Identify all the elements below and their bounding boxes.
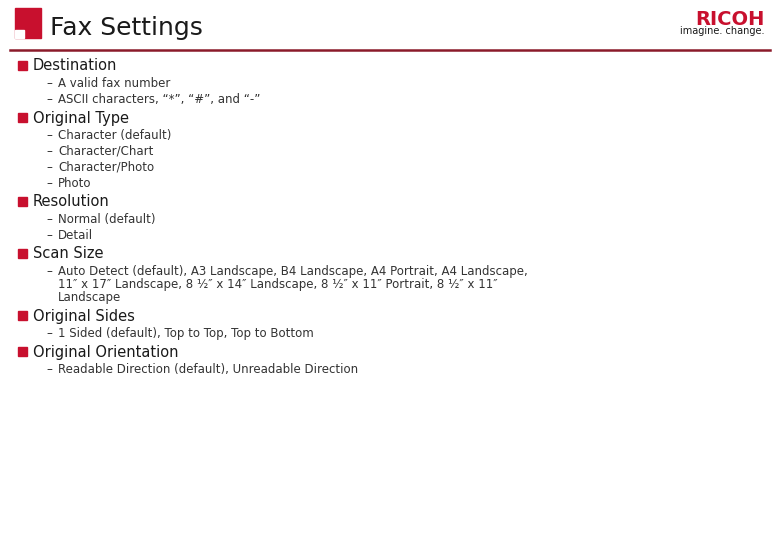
Text: Scan Size: Scan Size	[33, 246, 104, 261]
Text: –: –	[46, 265, 52, 278]
Bar	[15, 30, 24, 38]
Text: Readable Direction (default), Unreadable Direction: Readable Direction (default), Unreadable…	[58, 363, 358, 376]
Text: 1 Sided (default), Top to Top, Top to Bottom: 1 Sided (default), Top to Top, Top to Bo…	[58, 327, 314, 340]
Text: –: –	[46, 161, 52, 174]
Text: –: –	[46, 145, 52, 158]
Text: Detail: Detail	[58, 229, 93, 242]
Text: Auto Detect (default), A3 Landscape, B4 Landscape, A4 Portrait, A4 Landscape,: Auto Detect (default), A3 Landscape, B4 …	[58, 265, 528, 278]
Text: –: –	[46, 363, 52, 376]
Bar	[18, 311, 27, 320]
Text: –: –	[46, 213, 52, 226]
Text: –: –	[46, 93, 52, 106]
Text: Resolution: Resolution	[33, 194, 110, 210]
Text: Character/Photo: Character/Photo	[58, 161, 154, 174]
Bar	[18, 61, 27, 70]
Text: –: –	[46, 77, 52, 90]
Text: Destination: Destination	[33, 58, 117, 73]
Text: A valid fax number: A valid fax number	[58, 77, 170, 90]
Text: ASCII characters, “*”, “#”, and “-”: ASCII characters, “*”, “#”, and “-”	[58, 93, 261, 106]
Text: RICOH: RICOH	[696, 10, 765, 29]
Bar	[18, 249, 27, 258]
Bar	[18, 197, 27, 206]
Text: Landscape: Landscape	[58, 291, 121, 304]
Text: imagine. change.: imagine. change.	[680, 26, 765, 36]
Text: –: –	[46, 177, 52, 190]
Text: –: –	[46, 129, 52, 142]
Text: –: –	[46, 229, 52, 242]
Text: Original Orientation: Original Orientation	[33, 345, 179, 360]
Text: 11″ x 17″ Landscape, 8 ½″ x 14″ Landscape, 8 ½″ x 11″ Portrait, 8 ½″ x 11″: 11″ x 17″ Landscape, 8 ½″ x 14″ Landscap…	[58, 278, 498, 291]
Text: Original Sides: Original Sides	[33, 308, 135, 323]
Text: Original Type: Original Type	[33, 111, 129, 125]
Text: Photo: Photo	[58, 177, 91, 190]
Text: Character (default): Character (default)	[58, 129, 172, 142]
Bar	[18, 347, 27, 356]
Bar	[18, 113, 27, 122]
Text: Character/Chart: Character/Chart	[58, 145, 154, 158]
Text: Fax Settings: Fax Settings	[50, 16, 203, 40]
Text: Normal (default): Normal (default)	[58, 213, 155, 226]
Bar	[15, 8, 41, 38]
Text: –: –	[46, 327, 52, 340]
